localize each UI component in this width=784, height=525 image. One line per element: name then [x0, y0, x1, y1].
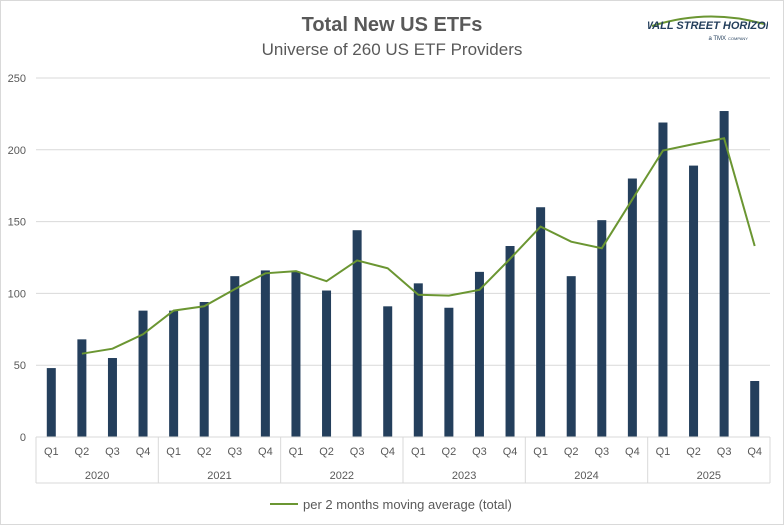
- x-tick-label: Q2: [197, 446, 212, 458]
- bar: [444, 307, 454, 437]
- chart-title: Total New US ETFs: [301, 14, 483, 36]
- bar: [566, 276, 576, 437]
- moving-average-path: [81, 137, 756, 355]
- bar: [597, 220, 607, 437]
- logo-text: WALL STREET HORIZON: [648, 20, 768, 32]
- x-tick-label: Q3: [227, 446, 242, 458]
- y-tick-label: 100: [8, 288, 26, 300]
- y-tick-label: 150: [8, 217, 26, 229]
- x-tick-label: Q1: [289, 446, 304, 458]
- x-tick-label: Q4: [625, 446, 640, 458]
- bar: [505, 246, 515, 437]
- axes: 0 50 100 150 200 250 Q1 Q2 Q3 Q4 Q1 Q2 Q3 Q4 Q1 Q2 Q3 Q4 Q…: [8, 73, 771, 484]
- bar: [719, 111, 729, 437]
- bar: [536, 207, 546, 437]
- x-tick-label: Q4: [747, 446, 762, 458]
- y-tick-label: 200: [8, 145, 26, 157]
- x-tick-label: Q3: [594, 446, 609, 458]
- x-tick-label: Q3: [472, 446, 487, 458]
- x-tick-label: Q2: [564, 446, 579, 458]
- year-label: 2022: [330, 470, 354, 482]
- x-tick-label: Q1: [533, 446, 548, 458]
- x-tick-label: Q1: [656, 446, 671, 458]
- x-tick-label: Q2: [319, 446, 334, 458]
- bar: [169, 310, 179, 437]
- bar: [291, 271, 301, 437]
- bar: [199, 302, 209, 437]
- x-tick-label: Q1: [44, 446, 59, 458]
- moving-average-line: [81, 137, 756, 355]
- bar: [230, 276, 240, 437]
- bar: [658, 122, 668, 438]
- bar: [46, 368, 56, 437]
- legend: per 2 months moving average (total): [270, 497, 512, 512]
- x-tick-label: Q3: [350, 446, 365, 458]
- bar: [107, 358, 117, 437]
- bar: [689, 165, 699, 437]
- year-label: 2021: [207, 470, 231, 482]
- year-label: 2023: [452, 470, 476, 482]
- x-tick-label: Q2: [75, 446, 90, 458]
- bar: [138, 310, 148, 437]
- x-tick-label: Q4: [258, 446, 273, 458]
- bar: [413, 283, 423, 437]
- bar: [322, 290, 332, 437]
- bar: [352, 230, 362, 437]
- x-tick-label: Q4: [503, 446, 518, 458]
- x-tick-label: Q2: [686, 446, 701, 458]
- logo-subtext: a TMX: [708, 36, 726, 42]
- bar: [474, 271, 484, 437]
- year-label: 2020: [85, 470, 109, 482]
- x-tick-label: Q1: [411, 446, 426, 458]
- bar: [77, 339, 87, 437]
- bar: [383, 306, 393, 437]
- bar: [260, 270, 270, 437]
- bar: [750, 380, 760, 437]
- gridlines: [36, 77, 770, 366]
- legend-label: per 2 months moving average (total): [303, 497, 512, 512]
- bars: [46, 111, 760, 438]
- x-tick-label: Q3: [717, 446, 732, 458]
- x-tick-label: Q4: [136, 446, 151, 458]
- x-tick-label: Q4: [380, 446, 395, 458]
- wall-street-horizon-logo: WALL STREET HORIZON a TMX COMPANY: [648, 15, 768, 42]
- x-tick-label: Q2: [442, 446, 457, 458]
- logo-subtext-company: COMPANY: [728, 36, 748, 41]
- year-label: 2024: [574, 470, 598, 482]
- y-tick-label: 250: [8, 73, 26, 85]
- y-tick-label: 0: [20, 432, 26, 444]
- bar: [627, 178, 637, 437]
- year-label: 2025: [697, 470, 721, 482]
- y-tick-label: 50: [14, 360, 26, 372]
- chart-subtitle: Universe of 260 US ETF Providers: [261, 40, 523, 59]
- x-tick-label: Q1: [166, 446, 181, 458]
- x-tick-label: Q3: [105, 446, 120, 458]
